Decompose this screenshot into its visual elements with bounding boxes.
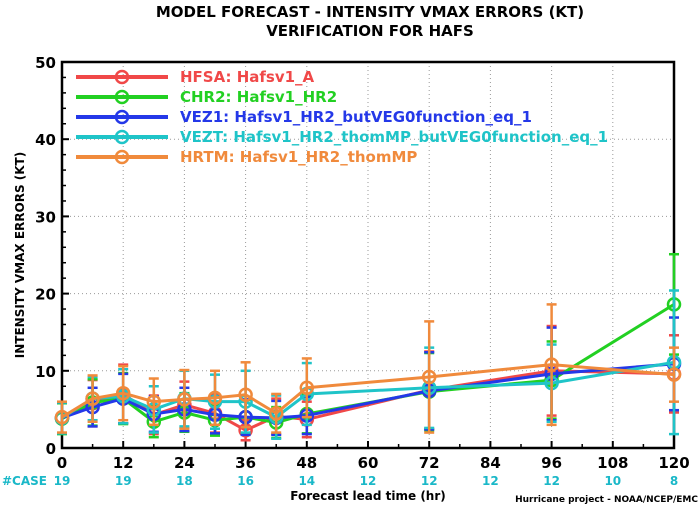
data-point xyxy=(299,380,315,396)
case-counts: 19 19 18 16 14 12 12 12 12 10 8 xyxy=(54,474,679,488)
x-tick-label: 24 xyxy=(174,454,195,472)
legend-marker xyxy=(114,89,130,105)
credit-text: Hurricane project - NOAA/NCEP/EMC xyxy=(515,495,698,505)
data-point xyxy=(207,390,223,406)
data-point xyxy=(85,391,100,406)
x-tick-label: 84 xyxy=(480,454,501,472)
x-tick-label: 0 xyxy=(57,454,67,472)
data-point xyxy=(54,409,70,425)
case-label: #CASE xyxy=(2,474,47,488)
x-axis-label: Forecast lead time (hr) xyxy=(290,489,446,503)
grid xyxy=(62,62,674,448)
data-point xyxy=(544,357,559,372)
x-tick-label: 120 xyxy=(658,454,689,472)
case-count: 10 xyxy=(604,474,621,488)
legend-label: HFSA: Hafsv1_A xyxy=(180,68,315,86)
case-count: 12 xyxy=(543,474,560,488)
x-tick-label: 48 xyxy=(296,454,317,472)
y-tick-label: 20 xyxy=(35,286,56,304)
legend-label: CHR2: Hafsv1_HR2 xyxy=(180,88,337,106)
x-tick-label: 12 xyxy=(113,454,134,472)
x-tick-label: 72 xyxy=(419,454,440,472)
series-4 xyxy=(54,303,682,434)
case-count: 19 xyxy=(115,474,132,488)
series-layer xyxy=(54,252,682,442)
chart-subtitle: VERIFICATION FOR HAFS xyxy=(266,22,474,40)
x-tick-label: 60 xyxy=(358,454,379,472)
legend-marker xyxy=(114,109,130,125)
x-tick-label: 96 xyxy=(541,454,562,472)
x-tick-label: 108 xyxy=(597,454,628,472)
case-count: 12 xyxy=(421,474,438,488)
y-tick-label: 0 xyxy=(46,440,56,458)
y-axis-label: INTENSITY VMAX ERRORS (KT) xyxy=(13,152,27,358)
data-point xyxy=(115,385,131,401)
case-count: 12 xyxy=(360,474,377,488)
x-tick-label: 36 xyxy=(235,454,256,472)
case-count: 18 xyxy=(176,474,193,488)
y-tick-label: 30 xyxy=(35,208,56,226)
y-tick-label: 10 xyxy=(35,363,56,381)
legend-label: VEZ1: Hafsv1_HR2_butVEG0function_eq_1 xyxy=(180,108,532,126)
data-point xyxy=(268,406,284,421)
legend-marker xyxy=(114,129,130,145)
legend-marker xyxy=(114,149,130,165)
axis-ticks: 0 12 24 36 48 60 72 84 96 108 120 0 10 20 30 40 50 xyxy=(35,54,690,472)
y-tick-label: 40 xyxy=(35,131,56,149)
legend-label: VEZT: Hafsv1_HR2_thomMP_butVEG0function_… xyxy=(180,128,608,146)
legend: HFSA: Hafsv1_A CHR2: Hafsv1_HR2 VEZ1: Hafs… xyxy=(76,68,608,166)
data-point xyxy=(177,392,192,407)
case-count: 8 xyxy=(670,474,678,488)
y-tick-label: 50 xyxy=(35,54,56,72)
case-count: 16 xyxy=(237,474,254,488)
chart-title: MODEL FORECAST - INTENSITY VMAX ERRORS (… xyxy=(156,3,584,21)
legend-marker xyxy=(114,69,130,85)
case-count: 19 xyxy=(54,474,71,488)
data-point xyxy=(238,387,253,402)
case-count: 12 xyxy=(482,474,499,488)
data-point xyxy=(421,369,437,385)
legend-label: HRTM: Hafsv1_HR2_thomMP xyxy=(180,148,417,166)
case-count: 14 xyxy=(298,474,315,488)
data-point xyxy=(146,394,162,409)
data-point xyxy=(666,367,682,382)
